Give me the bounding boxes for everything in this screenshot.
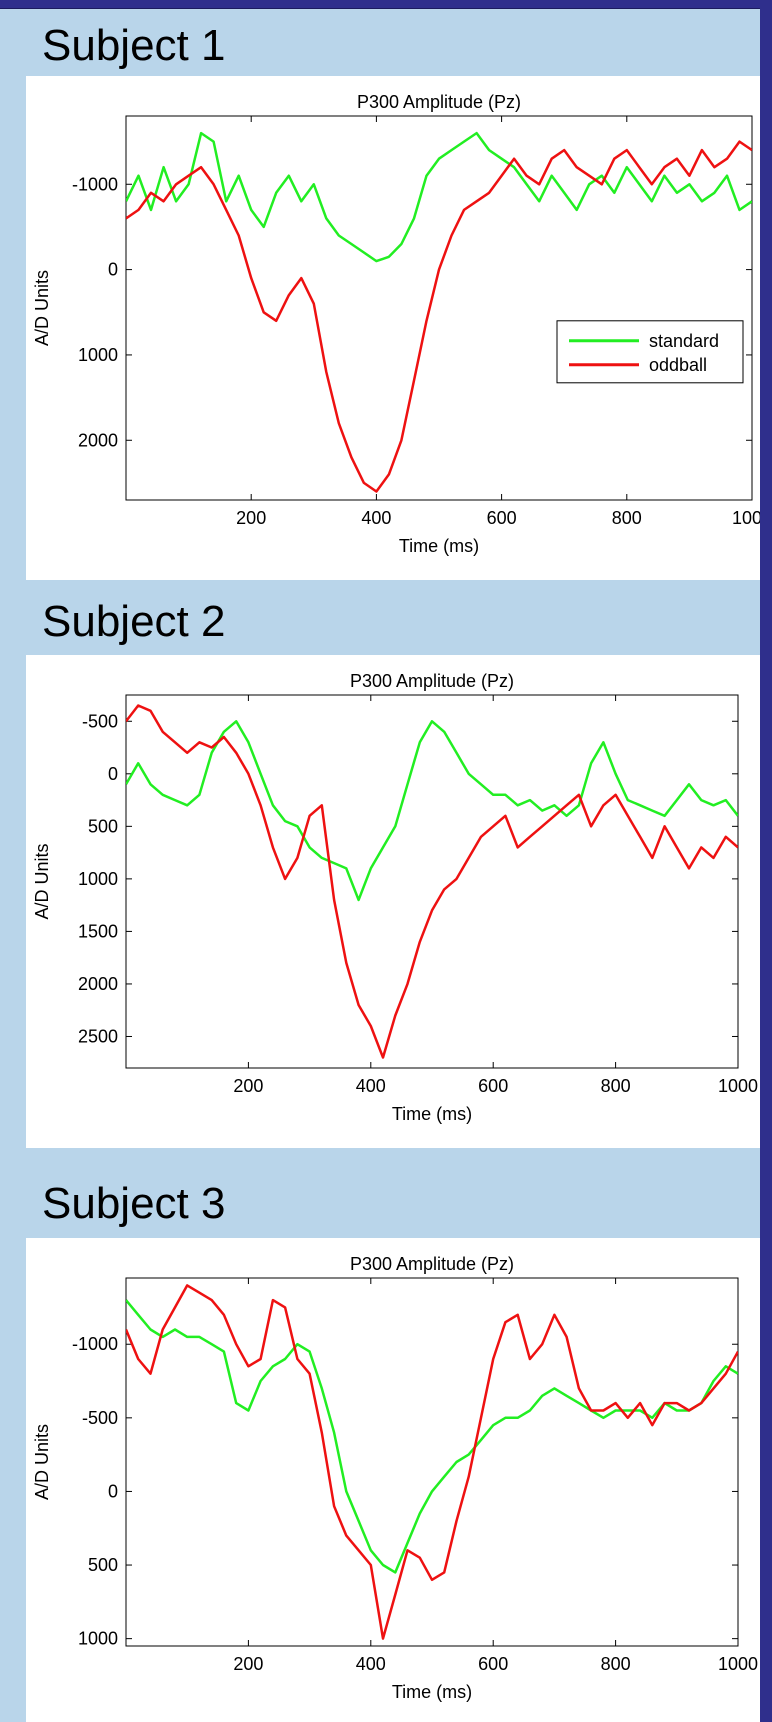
x-axis-label: Time (ms) [392,1104,472,1124]
y-tick-label: 0 [108,1481,118,1501]
series-line-standard [126,1300,738,1572]
y-tick-label: 2500 [78,1026,118,1046]
plot-area-frame [126,1278,738,1646]
x-tick-label: 1000 [718,1654,758,1674]
x-tick-label: 200 [236,508,266,528]
chart-panel-2: P300 Amplitude (Pz) 200 400 600 800 1000 -500 0… [26,655,760,1148]
x-tick-label: 600 [478,1076,508,1096]
y-tick-label: -1000 [72,174,118,194]
subject-1-title: Subject 1 [42,24,225,68]
y-tick-label: 1000 [78,869,118,889]
y-tick-label: 1500 [78,921,118,941]
x-tick-label: 600 [478,1654,508,1674]
series-line-standard [126,721,738,900]
x-tick-label: 200 [233,1076,263,1096]
x-tick-label: 1000 [718,1076,758,1096]
legend-label-oddball: oddball [649,355,707,375]
x-tick-label: 400 [356,1654,386,1674]
plot-area-frame [126,695,738,1068]
chart-title: P300 Amplitude (Pz) [357,92,521,112]
y-tick-label: -500 [82,711,118,731]
chart-3: P300 Amplitude (Pz) 200 400 600 800 1000 -1000… [26,1238,760,1722]
y-tick-label: 2000 [78,974,118,994]
y-axis-label: A/D Units [32,270,52,346]
chart-2: P300 Amplitude (Pz) 200 400 600 800 1000 -500 0… [26,655,760,1148]
x-tick-label: 800 [612,508,642,528]
chart-title: P300 Amplitude (Pz) [350,671,514,691]
x-tick-label: 800 [601,1654,631,1674]
y-tick-label: 500 [88,1555,118,1575]
top-frame-bar [0,0,772,9]
legend-label-standard: standard [649,331,719,351]
y-axis-label: A/D Units [32,1424,52,1500]
subject-2-title: Subject 2 [42,600,225,644]
x-axis-label: Time (ms) [399,536,479,556]
series-line-oddball [126,706,738,1058]
legend: standard oddball [557,321,743,383]
chart-panel-3: P300 Amplitude (Pz) 200 400 600 800 1000 -1000… [26,1238,760,1722]
series-line-oddball [126,1285,738,1638]
y-tick-label: -500 [82,1408,118,1428]
y-tick-label: 0 [108,260,118,280]
x-axis-label: Time (ms) [392,1682,472,1702]
y-tick-label: -1000 [72,1334,118,1354]
chart-panel-1: P300 Amplitude (Pz) 200 400 600 800 1000 -1000… [26,76,760,580]
x-tick-label: 600 [487,508,517,528]
x-tick-label: 1000 [732,508,760,528]
y-tick-label: 500 [88,816,118,836]
y-tick-label: 2000 [78,430,118,450]
y-tick-label: 1000 [78,345,118,365]
y-tick-label: 0 [108,764,118,784]
y-tick-label: 1000 [78,1629,118,1649]
chart-title: P300 Amplitude (Pz) [350,1254,514,1274]
x-tick-label: 800 [601,1076,631,1096]
x-tick-label: 200 [233,1654,263,1674]
y-axis-label: A/D Units [32,843,52,919]
chart-1: P300 Amplitude (Pz) 200 400 600 800 1000 -1000… [26,76,760,580]
subject-3-title: Subject 3 [42,1182,225,1226]
right-frame-bar [760,8,772,1722]
x-tick-label: 400 [356,1076,386,1096]
series-line-oddball [126,142,752,492]
x-tick-label: 400 [361,508,391,528]
